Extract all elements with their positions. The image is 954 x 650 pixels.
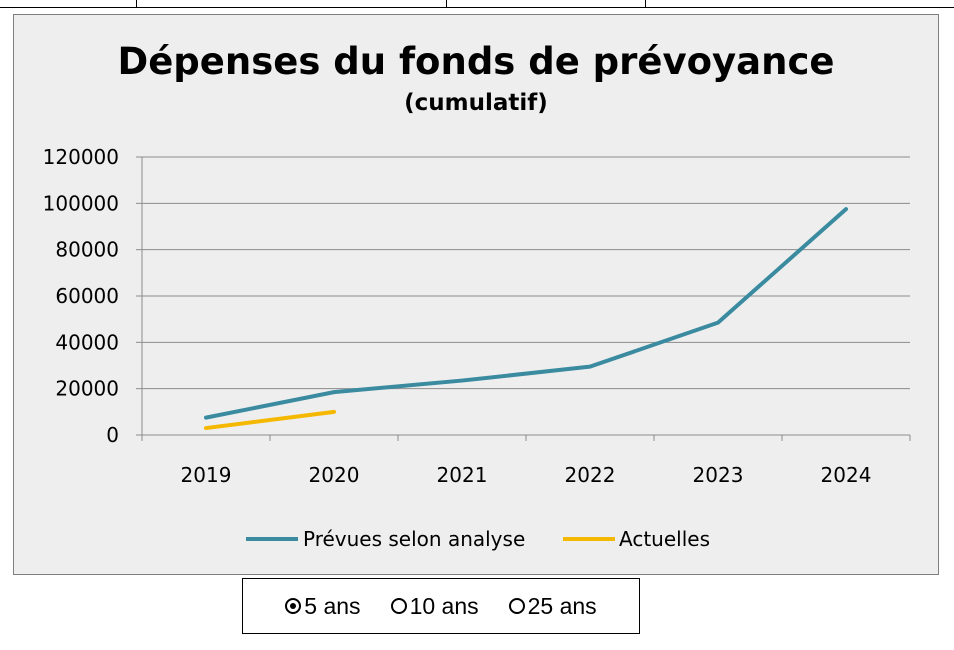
radio-unselected-icon[interactable] [508, 598, 525, 614]
chart-panel [13, 14, 939, 575]
y-tick-label: 0 [106, 423, 119, 447]
range-option-label: 25 ans [527, 592, 597, 619]
x-tick-label: 2019 [181, 463, 232, 487]
x-tick-label: 2023 [693, 463, 744, 487]
x-tick-label: 2020 [309, 463, 360, 487]
top-divider [136, 0, 137, 7]
y-tick-label: 120000 [43, 145, 119, 169]
top-divider [645, 0, 646, 7]
range-selector: 5 ans 10 ans 25 ans [242, 578, 640, 634]
chart-title: Dépenses du fonds de prévoyance [117, 40, 835, 83]
range-option-label: 5 ans [304, 592, 361, 619]
top-divider [446, 0, 447, 7]
series-line-0 [204, 207, 848, 420]
radio-unselected-icon[interactable] [390, 598, 407, 614]
x-tick-label: 2021 [437, 463, 488, 487]
legend-label: Actuelles [619, 527, 710, 551]
line-chart: 0 20000 40000 60000 80000 100000 120000 2019 202… [43, 145, 911, 551]
y-tick-label: 60000 [55, 284, 119, 308]
y-tick-label: 40000 [55, 330, 119, 354]
chart-subtitle: (cumulatif) [404, 90, 548, 116]
x-tick-label: 2024 [821, 463, 872, 487]
series-line-1 [204, 409, 336, 431]
y-tick-label: 20000 [55, 377, 119, 401]
y-tick-label: 80000 [55, 238, 119, 262]
legend-label: Prévues selon analyse [303, 527, 525, 551]
y-tick-label: 100000 [43, 191, 119, 215]
range-option-25-ans[interactable]: 25 ans [508, 592, 597, 620]
range-option-10-ans[interactable]: 10 ans [390, 592, 479, 620]
radio-selected-icon[interactable] [285, 598, 302, 614]
range-option-label: 10 ans [409, 592, 479, 619]
range-option-5-ans[interactable]: 5 ans [285, 592, 361, 620]
x-tick-label: 2022 [565, 463, 616, 487]
top-border-line [0, 7, 954, 8]
